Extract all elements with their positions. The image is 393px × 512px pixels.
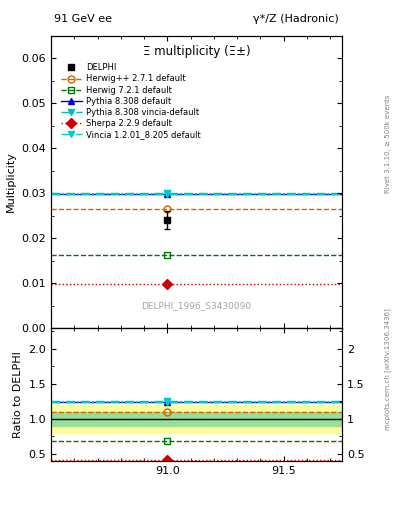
Bar [51,412,342,426]
Text: DELPHI_1996_S3430090: DELPHI_1996_S3430090 [141,302,252,310]
Text: Ξ multiplicity (Ξ±): Ξ multiplicity (Ξ±) [143,45,250,58]
Legend: DELPHI, Herwig++ 2.7.1 default, Herwig 7.2.1 default, Pythia 8.308 default, Pyth: DELPHI, Herwig++ 2.7.1 default, Herwig 7… [61,63,201,139]
Text: Rivet 3.1.10, ≥ 500k events: Rivet 3.1.10, ≥ 500k events [385,94,391,193]
Text: γ*/Z (Hadronic): γ*/Z (Hadronic) [253,14,339,24]
Y-axis label: Ratio to DELPHI: Ratio to DELPHI [13,351,23,438]
Y-axis label: Multiplicity: Multiplicity [6,152,16,212]
Bar [51,405,342,433]
Text: 91 GeV ee: 91 GeV ee [54,14,112,24]
Text: mcplots.cern.ch [arXiv:1306.3436]: mcplots.cern.ch [arXiv:1306.3436] [384,308,391,430]
